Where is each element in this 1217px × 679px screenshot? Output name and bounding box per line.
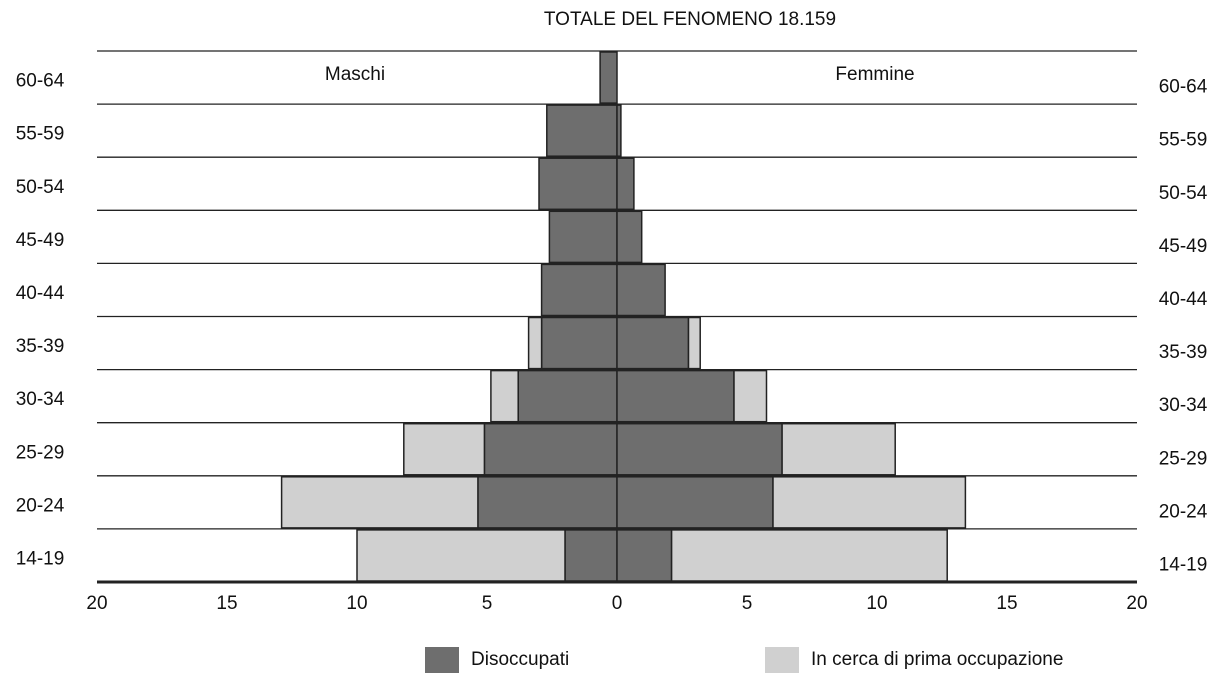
right-category-label: 45-49: [1159, 236, 1208, 257]
left-category-label: 14-19: [16, 548, 65, 569]
bar: [616, 476, 774, 529]
x-tick-label: 15: [216, 593, 237, 614]
x-tick-label: 10: [866, 593, 887, 614]
bar: [772, 476, 967, 529]
left-category-label: 45-49: [16, 230, 65, 251]
legend-swatch: [765, 647, 799, 673]
chart-title: TOTALE DEL FENOMENO 18.159: [544, 9, 836, 30]
bar: [781, 422, 896, 476]
left-group-label: Maschi: [325, 64, 385, 85]
bar: [616, 529, 673, 582]
bar: [616, 157, 635, 211]
bar: [546, 104, 618, 157]
bar: [356, 529, 566, 582]
x-tick-label: 5: [742, 593, 753, 614]
bar: [670, 529, 948, 582]
bar: [517, 369, 618, 423]
x-tick-label: 5: [482, 593, 493, 614]
bar: [616, 263, 666, 317]
left-category-label: 35-39: [16, 336, 65, 357]
bar: [599, 51, 618, 104]
bar: [564, 529, 618, 582]
left-category-label: 20-24: [16, 495, 65, 516]
bar: [540, 316, 618, 370]
bar: [527, 316, 543, 370]
left-category-label: 50-54: [16, 177, 65, 198]
right-category-label: 14-19: [1159, 554, 1208, 575]
left-category-label: 40-44: [16, 283, 65, 304]
bar: [616, 210, 643, 264]
right-category-label: 55-59: [1159, 130, 1208, 151]
right-category-label: 35-39: [1159, 342, 1208, 363]
legend-label: In cerca di prima occupazione: [811, 649, 1063, 670]
bar: [687, 316, 701, 370]
bar: [616, 316, 690, 370]
x-tick-label: 15: [996, 593, 1017, 614]
bar: [616, 104, 622, 157]
bar: [733, 369, 768, 423]
right-category-label: 30-34: [1159, 395, 1208, 416]
x-tick-label: 20: [86, 593, 107, 614]
left-category-label: 60-64: [16, 71, 65, 92]
right-category-label: 25-29: [1159, 448, 1208, 469]
right-category-label: 20-24: [1159, 501, 1208, 522]
bar: [483, 422, 618, 476]
left-category-label: 25-29: [16, 442, 65, 463]
right-category-label: 40-44: [1159, 289, 1208, 310]
left-category-label: 55-59: [16, 124, 65, 145]
bar: [548, 210, 618, 264]
right-category-label: 60-64: [1159, 77, 1208, 98]
right-group-label: Femmine: [835, 64, 914, 85]
left-category-label: 30-34: [16, 389, 65, 410]
bar: [540, 263, 618, 317]
bar: [616, 369, 735, 423]
x-tick-label: 0: [612, 593, 623, 614]
legend-swatch: [425, 647, 459, 673]
legend-label: Disoccupati: [471, 649, 569, 670]
bar: [538, 157, 618, 211]
bar: [280, 476, 479, 529]
bar: [403, 422, 486, 476]
bar: [490, 369, 519, 423]
bar: [477, 476, 618, 529]
x-tick-label: 20: [1126, 593, 1147, 614]
right-category-label: 50-54: [1159, 183, 1208, 204]
x-tick-label: 10: [346, 593, 367, 614]
bar: [616, 422, 783, 476]
